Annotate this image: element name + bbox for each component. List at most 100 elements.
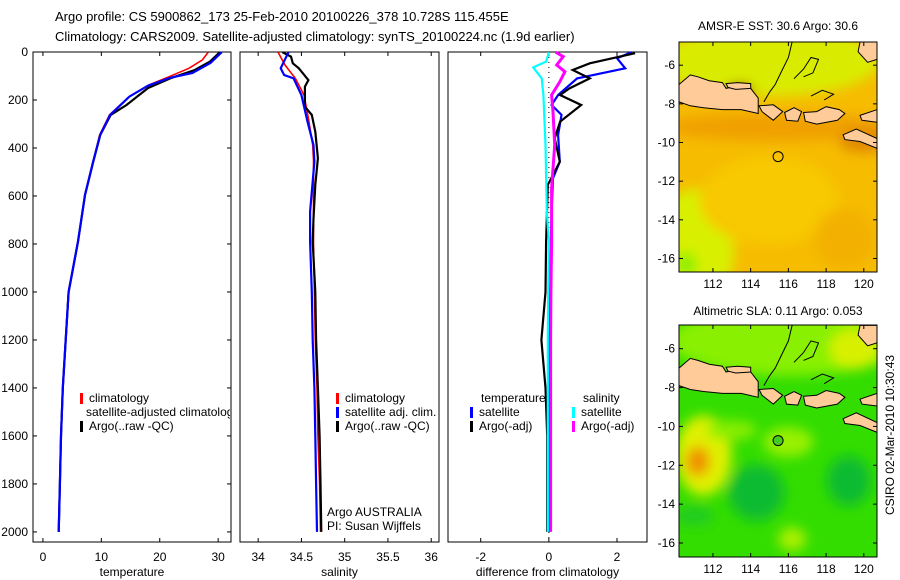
y-tick-label: 600 [8,189,28,203]
land-polygon [859,109,877,123]
shelf-contour [810,373,835,385]
map-y-tick-label: -8 [664,381,675,395]
sla-map [679,325,877,557]
legend-label: Argo(-adj) [479,419,533,433]
title-line-2: Climatology: CARS2009. Satellite-adjuste… [55,29,575,44]
legend-swatch-blue [470,406,473,418]
x-tick-label: 0 [40,550,47,564]
y-tick-label: 1800 [1,477,28,491]
land-polygon [725,82,752,90]
heat-patch [679,252,697,272]
map-y-tick-label: -12 [658,174,676,188]
land-polygon [857,42,877,63]
heat-patch [778,527,807,552]
map-x-tick-label: 120 [854,277,874,291]
map-y-tick-label: -8 [664,97,675,111]
legend-title: salinity [583,391,620,405]
y-tick-label: 1400 [1,381,28,395]
y-tick-label: 2000 [1,525,28,539]
heat-patch [699,155,840,246]
heat-patch [679,505,715,526]
csiro-timestamp: CSIRO 02-Mar-2010 10:30:43 [883,354,897,516]
legend-label: climatology [345,391,406,405]
land-polygon [842,412,877,433]
map-x-tick-label: 114 [741,277,760,291]
temperature-profile-panel: 0 10 20 30 0 200 400 600 800 1000 1200 1400 1600 1800… [1,45,232,579]
x-tick-label: 34.5 [290,550,314,564]
x-tick-label: -2 [475,550,486,564]
salinity-profile-panel: 34 34.5 35 35.5 36 salinity [239,51,440,579]
y-tick-label: 1600 [1,429,28,443]
sst-map-title: AMSR-E SST: 30.6 Argo: 30.6 [697,19,859,33]
series-line-argo-raw-qc- [281,51,323,532]
shelf-contour [810,89,835,101]
heat-patch [679,325,877,376]
x-tick-label: 36 [425,550,439,564]
map-x-tick-label: 116 [779,277,798,291]
salinity-legend: climatology satellite adj. clim. Argo(..… [336,391,439,433]
series-line-temperature-argo-adj- [540,52,636,532]
map-x-tick-label: 120 [854,562,874,576]
land-polygon [784,390,803,406]
map-y-tick-label: -16 [658,251,676,265]
map-x-tick-label: 112 [703,562,722,576]
land-polygon [802,106,846,125]
y-tick-label: 1000 [1,285,28,299]
x-tick-label: 35.5 [376,550,400,564]
land-polygon [802,389,846,409]
legend-swatch-magenta [572,420,575,432]
heat-patch [706,420,757,441]
legend-swatch-blue [336,406,339,418]
x-tick-label: 10 [95,550,109,564]
legend-swatch-black [80,420,83,432]
plot-frame [239,51,440,543]
y-tick-label: 0 [21,45,28,59]
map-x-tick-label: 118 [817,562,836,576]
map-x-tick-label: 112 [703,277,722,291]
land-polygon [859,392,877,407]
map-y-tick-label: -6 [664,58,675,72]
series-line-satellite-adjusted-climatology [57,51,223,532]
map-frame [678,41,878,273]
temperature-legend: climatology satellite-adjusted climatolo… [80,391,230,433]
legend-swatch-red [80,392,83,404]
map-y-tick-label: -14 [658,497,676,511]
map-x-tick-label: 114 [741,562,760,576]
x-tick-label: 35 [338,550,352,564]
x-axis-label: difference from climatology [476,565,619,579]
map-x-tick-label: 116 [779,562,798,576]
shelf-contour [763,325,793,386]
land-polygon [784,107,803,122]
legend-label: satellite [581,405,622,419]
x-tick-label: 2 [614,550,621,564]
heat-patch [814,209,875,270]
heat-patch [685,446,710,477]
land-polygon [679,357,759,398]
map-y-tick-label: -10 [658,136,676,150]
land-polygon [758,104,784,121]
difference-salinity-legend: salinity satellite Argo(-adj) [572,391,647,433]
land-polygon [725,365,752,374]
series-line-satellite-adj-clim- [279,51,319,532]
y-tick-label: 200 [8,93,28,107]
sla-map-title: Altimetric SLA: 0.11 Argo: 0.053 [693,304,863,318]
heat-patch [826,455,871,506]
legend-swatch-red [336,392,339,404]
plot-frame [32,51,232,543]
x-tick-label: 20 [153,550,167,564]
y-tick-label: 400 [8,141,28,155]
map-x-tick-label: 118 [817,277,836,291]
x-tick-label: 30 [211,550,225,564]
land-polygon [758,387,784,405]
x-axis-label: salinity [321,565,358,579]
legend-label: satellite-adjusted climatology [86,405,230,419]
sst-map [679,42,877,272]
heat-patch [763,426,814,457]
series-line-salinity-satellite [531,51,551,532]
difference-temperature-legend: temperature satellite Argo(-adj) [470,391,548,433]
legend-label: Argo(..raw -QC) [89,419,174,433]
y-tick-label: 800 [8,237,28,251]
legend-swatch-black [470,420,473,432]
